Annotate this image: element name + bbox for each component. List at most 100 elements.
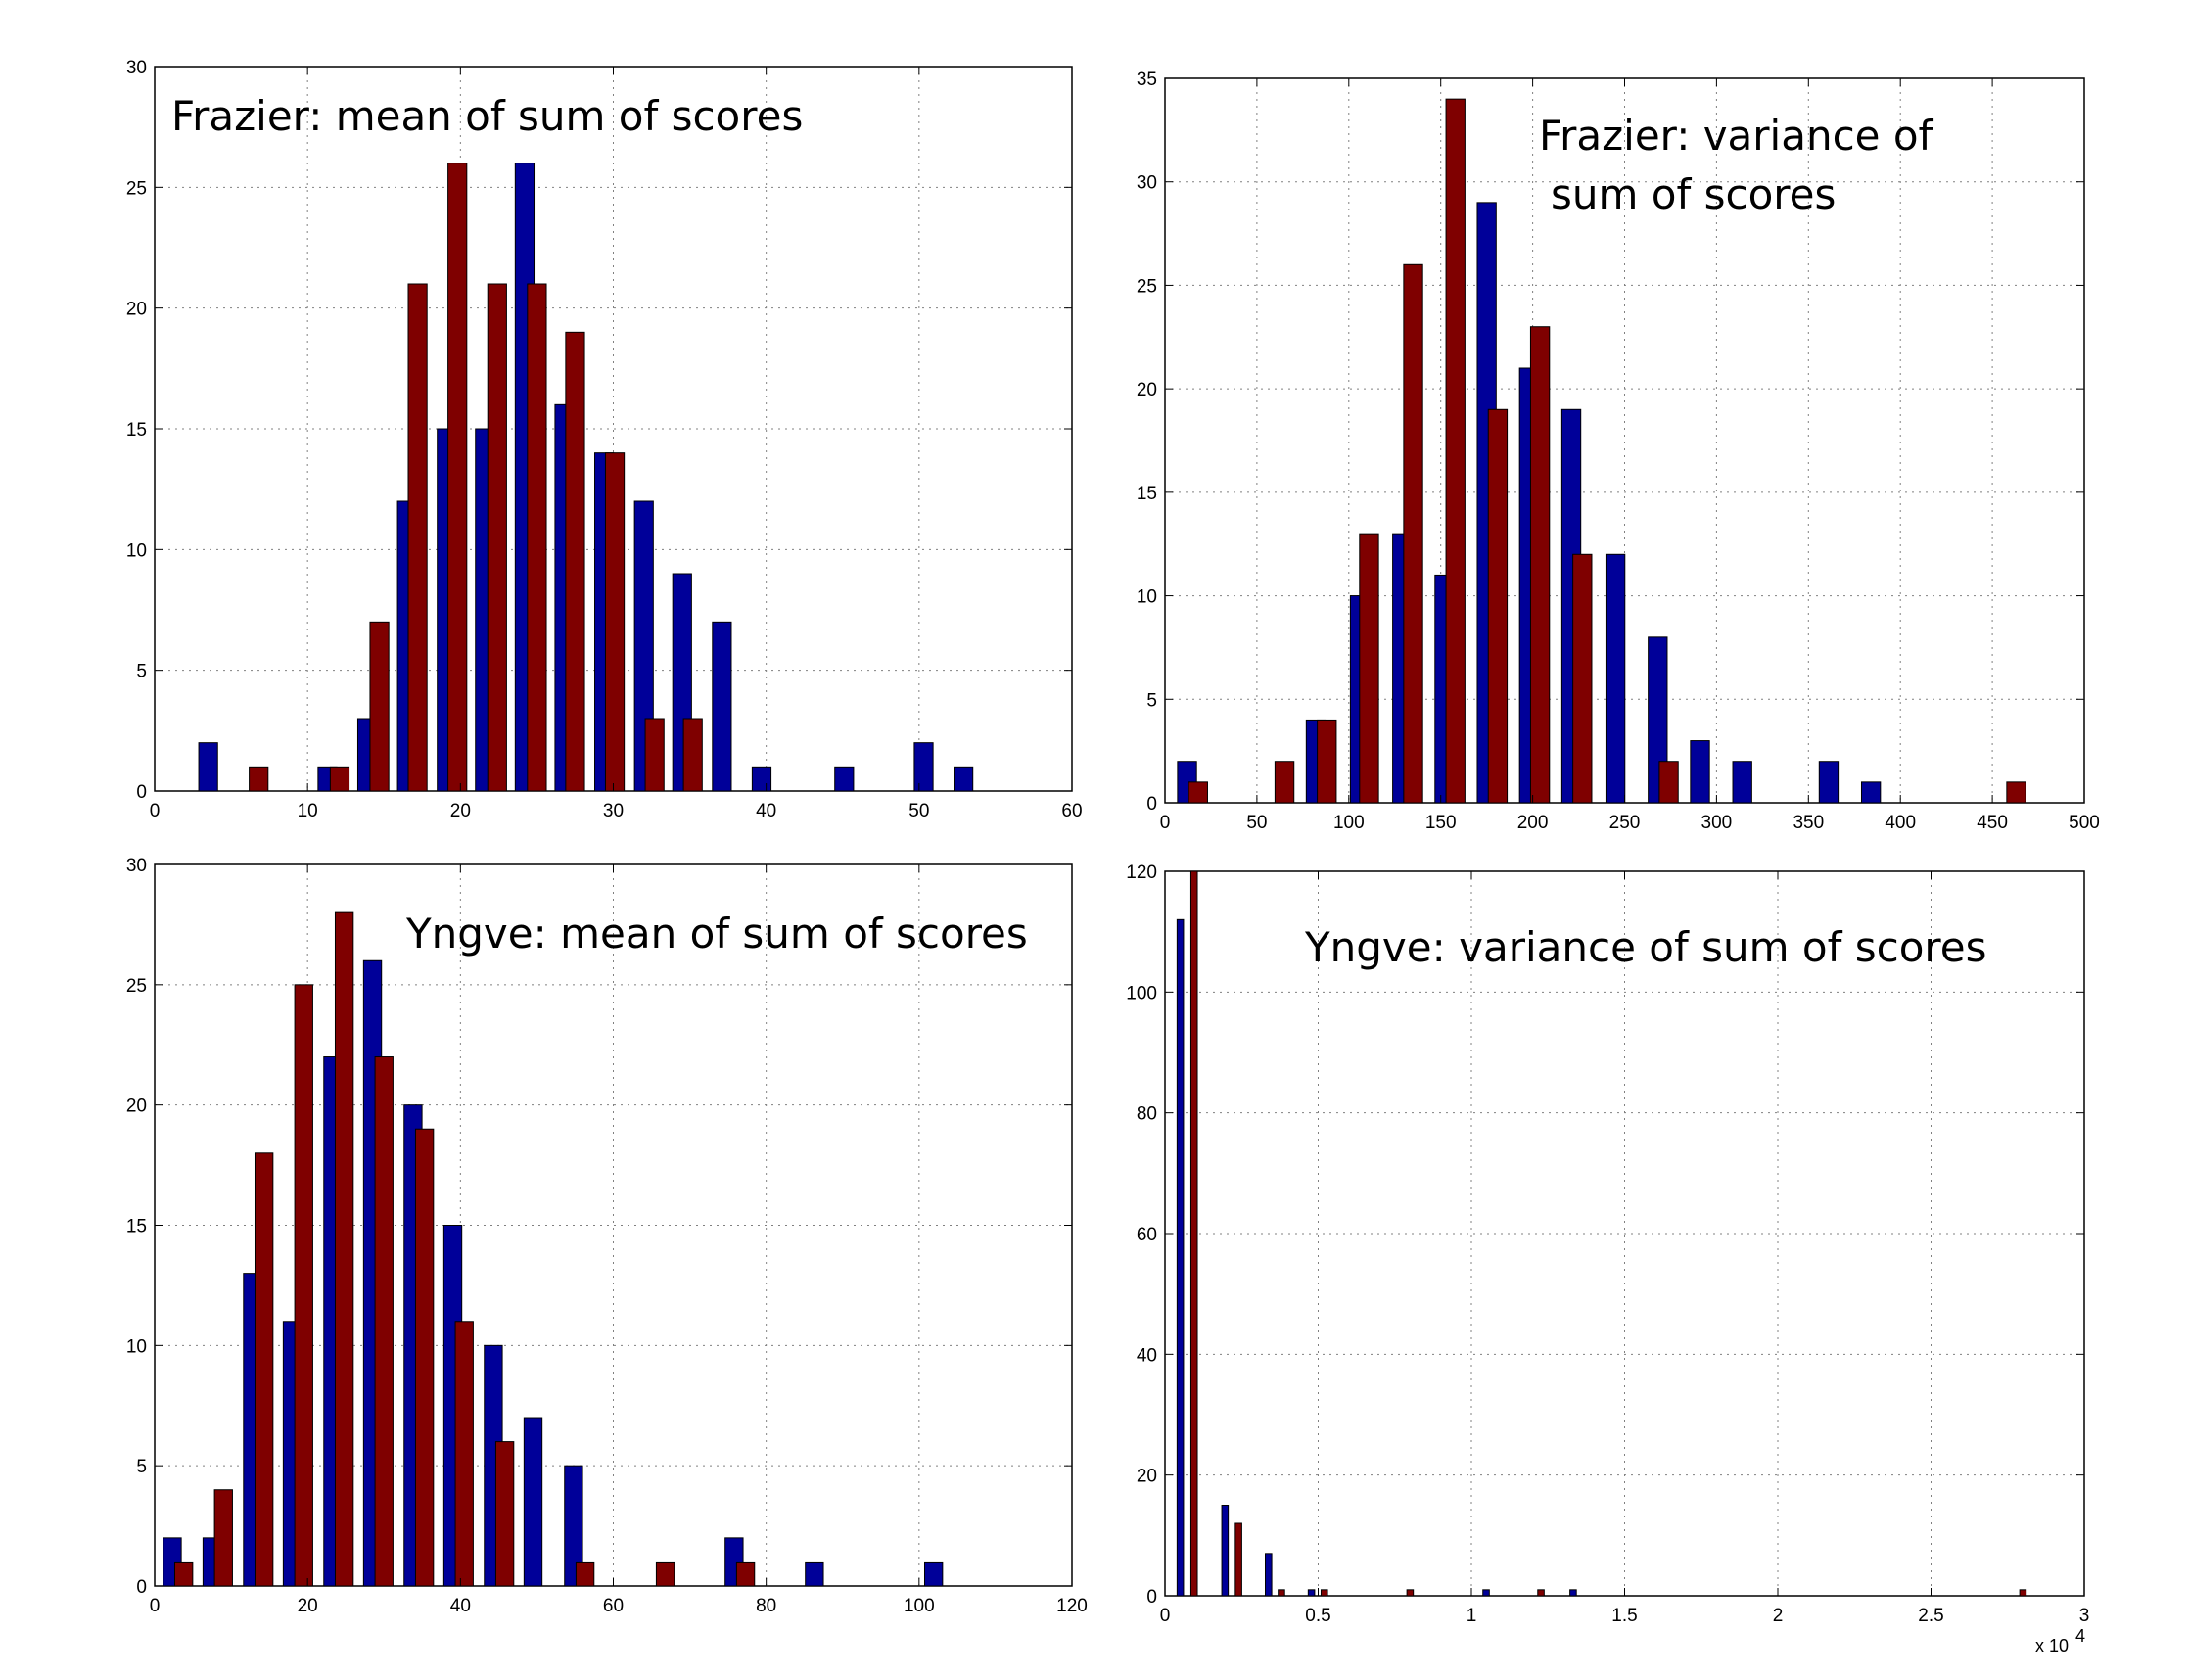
chart-title: Frazier: variance of [1539, 112, 1934, 160]
y-tick-label: 20 [126, 300, 147, 320]
bar-series-2 [249, 766, 269, 792]
bar-series-2 [1234, 1522, 1242, 1597]
x-tick-label: 120 [1056, 1596, 1088, 1616]
y-tick-label: 20 [1137, 1467, 1157, 1487]
y-tick-label: 5 [136, 662, 147, 682]
y-tick-label: 25 [126, 976, 147, 997]
bar-series-1 [913, 742, 934, 792]
bar-series-1 [834, 766, 855, 792]
chart-title: Yngve: variance of sum of scores [1304, 923, 1986, 971]
bar-series-2 [1445, 98, 1466, 804]
y-tick-label: 10 [126, 540, 147, 561]
bar-series-1 [1221, 1505, 1230, 1597]
bar-series-2 [494, 1441, 515, 1587]
x-tick-label: 80 [756, 1596, 776, 1616]
y-tick-label: 0 [1146, 1587, 1157, 1608]
y-tick-label: 5 [136, 1457, 147, 1477]
x-tick-label: 0 [1160, 813, 1171, 833]
chart-title: Yngve: mean of sum of scores [405, 910, 1028, 957]
bar-series-2 [454, 1321, 474, 1587]
y-tick-label: 30 [126, 856, 147, 876]
bar-series-1 [1605, 553, 1626, 804]
y-tick-label: 25 [126, 178, 147, 199]
x-tick-label: 40 [450, 1596, 471, 1616]
x-tick-label: 50 [908, 801, 929, 821]
x-tick-label: 1.5 [1611, 1606, 1637, 1626]
x-tick-label: 60 [1061, 801, 1082, 821]
x-tick-label: 2 [1773, 1606, 1784, 1626]
bar-series-2 [1359, 533, 1379, 804]
bar-series-1 [954, 766, 974, 792]
x-exponent-power: 4 [2075, 1626, 2085, 1646]
bar-series-2 [213, 1489, 233, 1587]
x-tick-label: 0 [150, 1596, 161, 1616]
y-tick-label: 40 [1137, 1345, 1157, 1366]
x-tick-label: 350 [1793, 813, 1824, 833]
y-tick-label: 60 [1137, 1225, 1157, 1245]
bar-series-2 [2019, 1589, 2027, 1597]
bar-series-2 [1403, 263, 1423, 804]
bar-series-2 [1188, 781, 1208, 804]
x-tick-label: 3 [2079, 1606, 2090, 1626]
x-tick-label: 20 [298, 1596, 318, 1616]
x-tick-label: 500 [2069, 813, 2100, 833]
chart-title: Frazier: mean of sum of scores [171, 92, 803, 140]
x-tick-label: 0.5 [1305, 1606, 1330, 1626]
y-tick-label: 120 [1126, 863, 1157, 883]
bar-series-1 [1860, 781, 1882, 804]
x-tick-label: 50 [1246, 813, 1267, 833]
x-tick-label: 100 [1333, 813, 1365, 833]
chart-panel-1: 0 10 20 30 40 50 60 0 5 10 15 20 25 30 Frazier: mean o… [126, 58, 1083, 821]
x-tick-label: 1 [1467, 1606, 1477, 1626]
chart-panel-3: 0 20 40 60 80 100 120 0 5 10 15 20 25 30 Yngve: mean o… [126, 856, 1088, 1616]
bar-series-2 [329, 766, 350, 792]
x-exponent-label: x 10 [2035, 1636, 2069, 1656]
bar-series-1 [923, 1561, 944, 1587]
bar-series-2 [604, 452, 626, 792]
bar-series-1 [751, 766, 772, 792]
bar-series-2 [369, 621, 390, 792]
bar-series-1 [1818, 761, 1840, 804]
x-tick-label: 40 [756, 801, 776, 821]
bar-series-1 [1569, 1589, 1577, 1597]
bar-series-2 [1572, 553, 1593, 804]
y-tick-label: 20 [126, 1097, 147, 1117]
x-tick-label: 400 [1885, 813, 1916, 833]
y-tick-label: 5 [1146, 690, 1157, 711]
y-tick-label: 10 [1137, 587, 1157, 608]
x-tick-label: 0 [1160, 1606, 1171, 1626]
x-tick-label: 60 [603, 1596, 624, 1616]
bar-series-2 [1274, 761, 1295, 804]
bar-series-2 [2006, 781, 2026, 804]
bar-series-2 [565, 331, 585, 792]
bar-series-2 [735, 1561, 756, 1587]
x-tick-label: 150 [1425, 813, 1457, 833]
x-tick-label: 0 [150, 801, 161, 821]
y-tick-label: 30 [126, 58, 147, 78]
bar-series-2 [1658, 761, 1679, 804]
y-tick-label: 0 [136, 1577, 147, 1598]
chart-panel-2: 0 50 100 150 200 250 300 350 400 450 500 0 5 10 15 20 25… [1137, 70, 2100, 833]
y-tick-label: 0 [136, 782, 147, 803]
y-tick-label: 20 [1137, 380, 1157, 400]
bar-series-2 [374, 1056, 394, 1587]
bar-series-2 [173, 1561, 194, 1587]
bar-series-1 [523, 1417, 543, 1587]
bar-series-2 [294, 984, 313, 1587]
bar-series-2 [1406, 1589, 1415, 1597]
bar-series-2 [447, 163, 468, 792]
bar-series-2 [1189, 870, 1198, 1597]
bar-series-1 [1265, 1553, 1273, 1597]
bar-series-2 [1537, 1589, 1545, 1597]
x-tick-label: 300 [1701, 813, 1733, 833]
bar-series-1 [1307, 1589, 1316, 1597]
x-tick-label: 250 [1609, 813, 1641, 833]
bar-series-2 [682, 718, 703, 792]
bar-series-2 [527, 283, 547, 792]
x-tick-label: 2.5 [1918, 1606, 1943, 1626]
bar-series-1 [198, 742, 218, 792]
bar-series-1 [1176, 918, 1185, 1597]
bar-series-1 [1690, 740, 1710, 804]
bar-series-1 [805, 1561, 824, 1587]
